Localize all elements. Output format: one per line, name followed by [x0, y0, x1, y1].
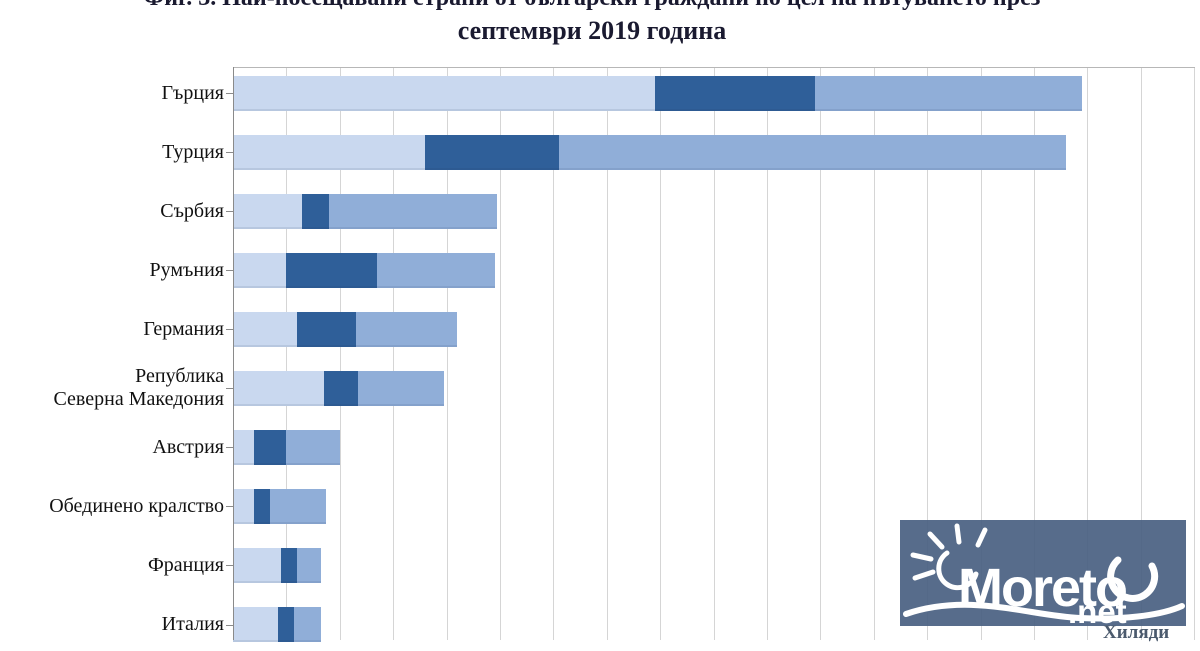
- gridline: [286, 67, 288, 640]
- bar-segment-light-blue: [233, 311, 298, 347]
- gridline: [606, 67, 608, 640]
- category-label: Италия: [161, 613, 224, 636]
- gridline: [446, 67, 448, 640]
- bar-segment-dark-blue: [297, 311, 356, 347]
- y-axis-tick: [226, 506, 233, 508]
- y-axis-tick: [226, 447, 233, 449]
- gridline: [767, 67, 768, 640]
- category-label: Сърбия: [160, 199, 224, 222]
- bar-segment-medium-blue: [377, 252, 495, 288]
- bar-segment-medium-blue: [358, 370, 444, 406]
- bar-segment-medium-blue: [294, 607, 322, 643]
- y-axis-line: [233, 67, 234, 640]
- y-axis-tick: [226, 270, 233, 272]
- bar-segment-medium-blue: [286, 429, 340, 465]
- bar-segment-medium-blue: [329, 193, 498, 229]
- gridline: [1034, 67, 1035, 640]
- gridline: [927, 67, 929, 640]
- category-label: Гърция: [161, 81, 224, 104]
- chart-title-line2: септември 2019 година: [457, 16, 727, 45]
- moreto-watermark-logo: Moreto .net: [900, 520, 1186, 626]
- y-axis-tick: [226, 624, 233, 626]
- y-axis-tick: [226, 152, 233, 154]
- bar-segment-light-blue: [233, 134, 426, 170]
- bar-segment-dark-blue: [254, 488, 271, 524]
- gridline: [393, 67, 395, 640]
- bar-segment-light-blue: [233, 607, 279, 643]
- category-label: Република Северна Македония: [53, 365, 224, 411]
- bar-segment-dark-blue: [278, 607, 295, 643]
- y-axis-tick: [226, 329, 233, 331]
- logo-o-swirl: [1107, 556, 1159, 602]
- category-label: Германия: [143, 317, 224, 340]
- bar-segment-dark-blue: [323, 370, 359, 406]
- bar-segment-medium-blue: [270, 488, 327, 524]
- logo-wave: [903, 601, 1185, 622]
- bar-segment-medium-blue: [815, 75, 1083, 111]
- sun-icon: [910, 523, 988, 591]
- axis-unit-label: Хиляди: [1103, 622, 1170, 643]
- bar-segment-medium-blue: [558, 134, 1067, 170]
- gridline: [553, 67, 555, 640]
- gridline: [660, 67, 662, 640]
- logo-tld-text: .net: [1068, 593, 1127, 626]
- category-label: Румъния: [149, 258, 224, 281]
- gridline: [500, 67, 501, 640]
- bar-segment-light-blue: [233, 370, 324, 406]
- bar-segment-dark-blue: [425, 134, 559, 170]
- y-axis-tick: [226, 211, 233, 213]
- y-axis-tick: [226, 93, 233, 94]
- gridline: [339, 67, 341, 640]
- category-label: Турция: [162, 140, 224, 163]
- bar-segment-dark-blue: [286, 252, 378, 288]
- gridline: [1194, 67, 1196, 640]
- y-axis-tick: [226, 388, 233, 390]
- gridline: [820, 67, 822, 640]
- bar-segment-light-blue: [233, 193, 303, 229]
- bar-segment-light-blue: [233, 252, 287, 288]
- bar-segment-dark-blue: [302, 193, 330, 229]
- gridline: [713, 67, 715, 640]
- y-axis-tick: [226, 565, 233, 567]
- category-label: Обединено кралство: [49, 494, 224, 517]
- category-label: Австрия: [152, 435, 224, 458]
- chart-title-line1: Фиг. 3. Най-посещавани страни от българс…: [0, 0, 1184, 12]
- gridline: [873, 67, 875, 640]
- bar-segment-light-blue: [233, 488, 255, 524]
- bar-segment-medium-blue: [355, 311, 458, 347]
- bar-segment-dark-blue: [281, 547, 298, 583]
- bar-segment-light-blue: [233, 547, 282, 583]
- bar-segment-light-blue: [233, 429, 255, 465]
- plot-top-border: [233, 67, 1195, 68]
- bar-segment-dark-blue: [654, 75, 816, 111]
- gridline: [1140, 67, 1142, 640]
- bar-segment-medium-blue: [297, 547, 322, 583]
- bar-segment-dark-blue: [254, 429, 287, 465]
- category-label: Франция: [148, 553, 224, 576]
- gridline: [980, 67, 982, 640]
- gridline: [1087, 67, 1089, 640]
- bar-segment-light-blue: [233, 75, 655, 111]
